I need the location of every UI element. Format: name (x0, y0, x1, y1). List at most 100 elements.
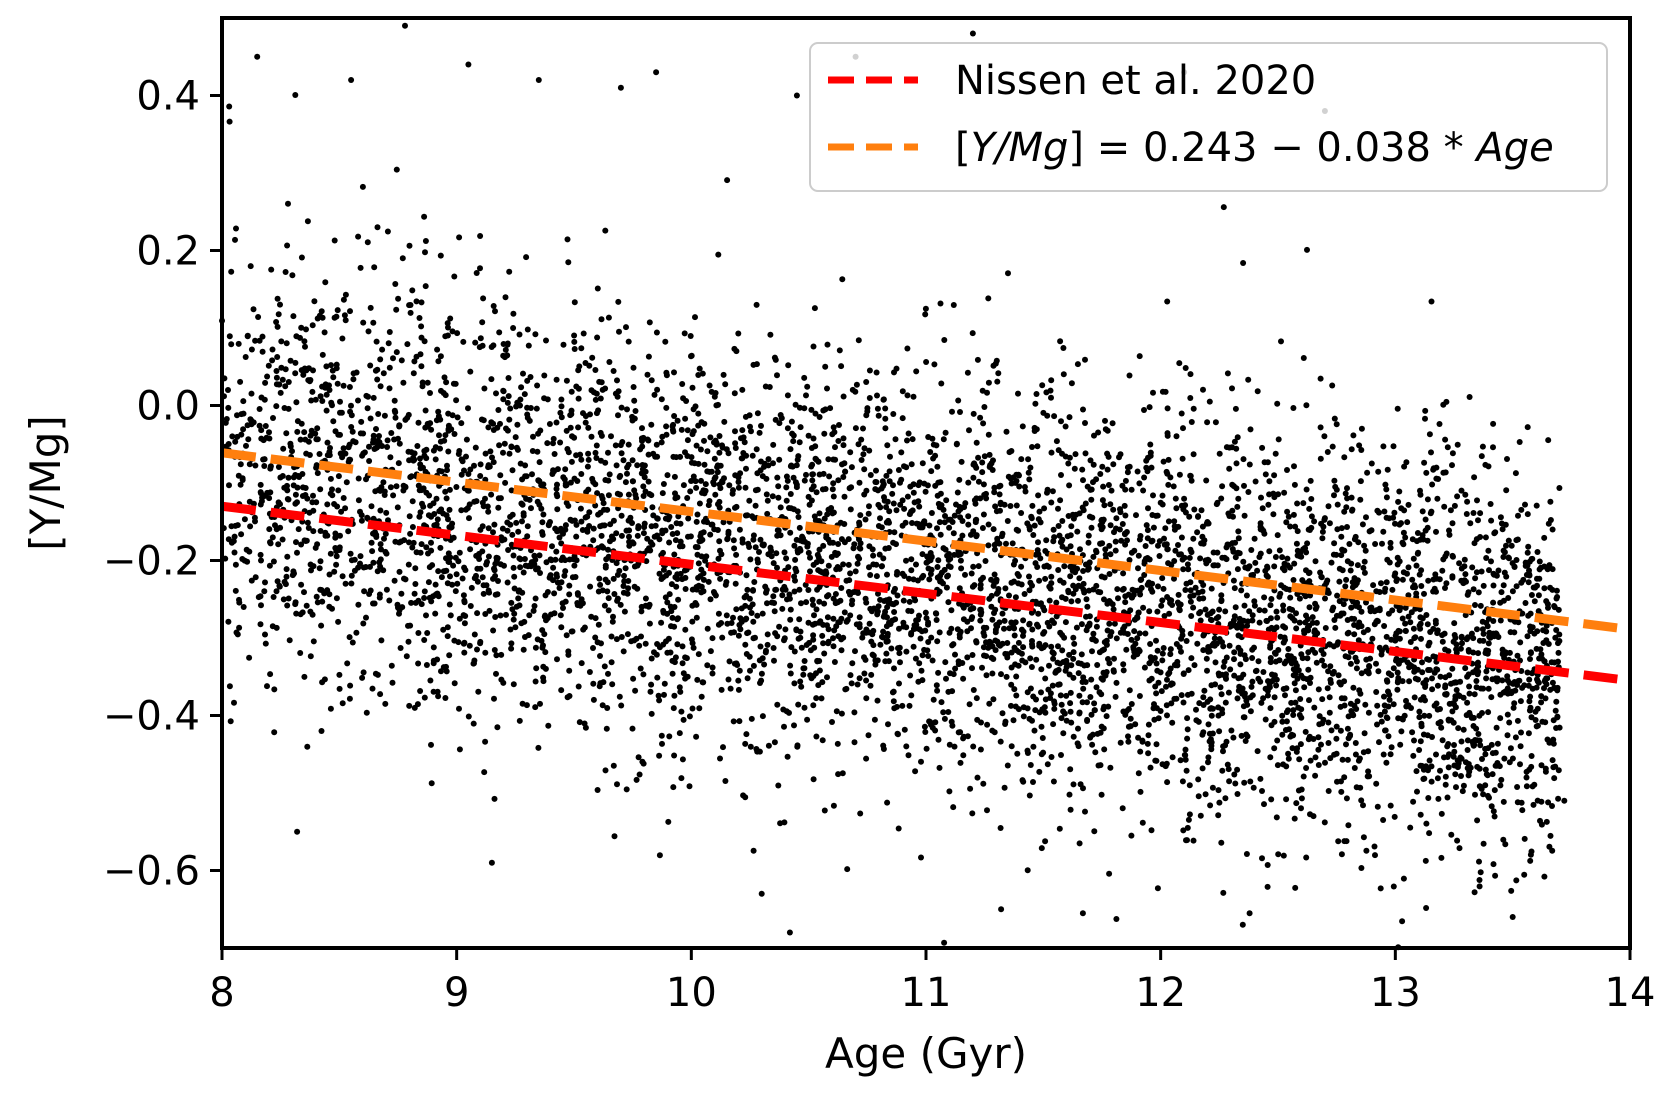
scatter-point (1549, 526, 1556, 533)
scatter-point (377, 556, 384, 563)
scatter-point (796, 404, 803, 411)
scatter-point (1284, 508, 1291, 515)
scatter-point (639, 758, 646, 765)
scatter-point (1283, 519, 1290, 526)
scatter-point (971, 582, 978, 589)
scatter-point (1434, 495, 1441, 502)
scatter-point (455, 639, 462, 646)
scatter-point (957, 729, 964, 736)
scatter-point (1419, 508, 1426, 515)
scatter-point (223, 416, 230, 422)
scatter-point (282, 366, 289, 373)
scatter-point (1422, 407, 1429, 414)
scatter-point (592, 502, 599, 509)
scatter-point (911, 499, 918, 506)
scatter-point (303, 326, 309, 333)
scatter-point (874, 697, 881, 704)
scatter-point (273, 319, 280, 325)
scatter-point (1204, 520, 1211, 527)
scatter-point (1190, 405, 1197, 412)
scatter-point (1154, 608, 1161, 615)
scatter-point (1374, 702, 1381, 709)
scatter-point (422, 407, 429, 414)
scatter-point (607, 521, 614, 528)
scatter-point (1282, 692, 1288, 699)
scatter-point (1497, 691, 1504, 698)
scatter-point (715, 401, 721, 408)
scatter-point (330, 418, 337, 425)
scatter-point (709, 664, 716, 671)
scatter-point (1232, 554, 1239, 561)
scatter-point (1175, 591, 1182, 598)
scatter-point (532, 678, 539, 685)
scatter-point (520, 370, 526, 377)
scatter-point (329, 367, 336, 374)
scatter-point (1372, 541, 1379, 547)
scatter-point (307, 432, 314, 439)
scatter-point (1381, 708, 1388, 715)
scatter-point (1229, 546, 1236, 552)
scatter-point (334, 307, 341, 314)
scatter-point (1029, 582, 1035, 589)
scatter-point (323, 363, 330, 370)
scatter-point (1154, 647, 1161, 654)
scatter-point (1503, 487, 1510, 494)
scatter-point (1032, 400, 1039, 407)
scatter-point (1418, 635, 1424, 642)
scatter-point (1249, 655, 1256, 661)
scatter-point (1276, 657, 1283, 664)
scatter-point (746, 544, 753, 550)
scatter-point (984, 721, 991, 728)
scatter-point (1120, 667, 1127, 674)
scatter-point (912, 655, 919, 662)
scatter-point (1291, 463, 1297, 470)
scatter-point (1261, 594, 1268, 601)
scatter-point (235, 472, 242, 479)
scatter-point (1523, 783, 1530, 790)
scatter-point (994, 538, 1001, 545)
scatter-point (686, 713, 693, 720)
scatter-point (1264, 883, 1271, 890)
scatter-point (803, 392, 809, 399)
scatter-point (741, 439, 748, 446)
scatter-point (446, 559, 453, 565)
scatter-point (1340, 601, 1347, 608)
scatter-point (599, 587, 606, 594)
scatter-point (283, 566, 290, 573)
scatter-point (388, 430, 395, 436)
scatter-point (346, 634, 353, 641)
scatter-point (1325, 503, 1332, 510)
scatter-point (1093, 684, 1100, 691)
scatter-point (1135, 734, 1142, 741)
scatter-point (1232, 780, 1239, 787)
scatter-point (1074, 361, 1081, 368)
scatter-point (1358, 447, 1365, 453)
scatter-point (746, 497, 753, 504)
scatter-point (1037, 519, 1044, 526)
scatter-point (423, 544, 430, 551)
scatter-point (1299, 577, 1306, 584)
scatter-point (428, 741, 434, 748)
scatter-point (1492, 872, 1499, 879)
scatter-point (565, 259, 572, 266)
scatter-point (1216, 799, 1223, 806)
scatter-point (703, 553, 710, 560)
scatter-point (1228, 727, 1235, 734)
scatter-point (564, 446, 571, 452)
scatter-point (704, 662, 711, 669)
scatter-point (284, 553, 291, 560)
scatter-point (359, 452, 366, 459)
scatter-point (1480, 582, 1487, 589)
scatter-point (613, 636, 620, 643)
scatter-point (810, 601, 816, 608)
scatter-point (411, 590, 418, 597)
scatter-point (1470, 586, 1477, 593)
scatter-point (711, 481, 717, 488)
scatter-point (1001, 617, 1008, 624)
scatter-point (279, 536, 286, 543)
scatter-point (445, 448, 452, 455)
scatter-point (311, 298, 318, 305)
scatter-point (1450, 753, 1457, 760)
scatter-point (1264, 459, 1271, 466)
scatter-point (415, 630, 422, 636)
